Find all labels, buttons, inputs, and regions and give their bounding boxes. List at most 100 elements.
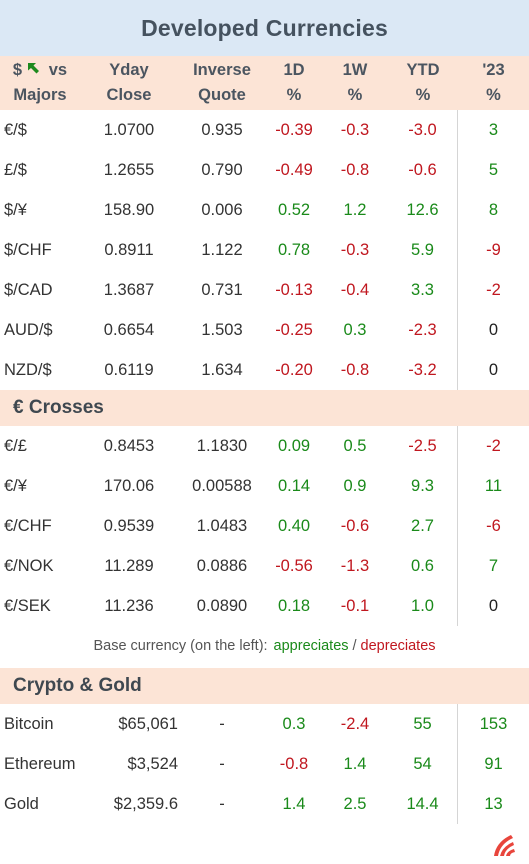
change-ytd-cell: 55: [388, 704, 458, 744]
table-row: €/¥ 170.06 0.00588 0.14 0.9 9.3 11: [0, 466, 529, 506]
change-1w-cell: -2.4: [340, 714, 370, 733]
change-ytd-cell: -0.6: [388, 150, 458, 190]
table-row: Ethereum $3,524 - -0.8 1.4 54 91: [0, 744, 529, 784]
col-inverse-header: Inverse Quote: [193, 61, 251, 104]
change-2023-cell: 8: [488, 200, 499, 219]
close-cell: 0.8453: [103, 436, 155, 455]
inverse-cell: 1.634: [201, 360, 243, 379]
change-1d-cell: 0.52: [277, 200, 311, 219]
inverse-cell: 0.790: [201, 160, 243, 179]
inverse-cell: -: [219, 754, 225, 773]
pair-cell: €/$: [4, 120, 27, 139]
pair-cell: $/CAD: [4, 280, 53, 299]
crosses-table: €/£ 0.8453 1.1830 0.09 0.5 -2.5 -2 €/¥ 170.06 0.0…: [0, 426, 529, 626]
table-row: Gold $2,359.6 - 1.4 2.5 14.4 13: [0, 784, 529, 824]
change-1d-cell: -0.49: [275, 160, 313, 179]
inverse-cell: 1.1830: [196, 436, 248, 455]
legend-separator: /: [352, 638, 357, 654]
change-1w-cell: -0.3: [340, 120, 370, 139]
col-1w-header: 1W%: [342, 61, 368, 104]
change-2023-cell: 153: [479, 714, 508, 733]
change-1w-cell: -0.4: [340, 280, 370, 299]
change-2023-cell: 5: [488, 160, 499, 179]
crosses-section-title: € Crosses: [0, 390, 529, 426]
pair-cell: Bitcoin: [4, 714, 54, 733]
change-1w-cell: 2.5: [343, 794, 367, 813]
pair-cell: Ethereum: [4, 754, 76, 773]
change-1w-cell: 0.9: [343, 476, 367, 495]
pair-cell: Gold: [4, 794, 39, 813]
pair-cell: €/CHF: [4, 516, 52, 535]
change-1w-cell: -1.3: [340, 556, 370, 575]
change-ytd-cell: 2.7: [388, 506, 458, 546]
close-cell: $65,061: [118, 714, 178, 733]
pair-cell: AUD/$: [4, 320, 53, 339]
inverse-cell: -: [219, 714, 225, 733]
inverse-cell: 1.0483: [196, 516, 248, 535]
change-1w-cell: -0.1: [340, 596, 370, 615]
change-ytd-cell: -2.5: [388, 426, 458, 466]
change-1d-cell: -0.25: [275, 320, 313, 339]
col-ytd-header: YTD%: [406, 61, 440, 104]
change-1d-cell: -0.56: [275, 556, 313, 575]
majors-table: €/$ 1.0700 0.935 -0.39 -0.3 -3.0 3 £/$ 1.2655 0.7…: [0, 110, 529, 390]
change-ytd-cell: 5.9: [388, 230, 458, 270]
close-cell: $2,359.6: [113, 794, 178, 813]
table-row: €/£ 0.8453 1.1830 0.09 0.5 -2.5 -2: [0, 426, 529, 466]
change-2023-cell: 91: [484, 754, 503, 773]
change-2023-cell: -2: [486, 436, 501, 455]
table-header: $ vs Majors Yday Close Inverse Quote 1D% 1…: [0, 56, 529, 110]
inverse-cell: -: [219, 794, 225, 813]
pair-cell: €/SEK: [4, 596, 51, 615]
change-ytd-cell: 14.4: [388, 784, 458, 824]
arrow-up-left-icon: [27, 62, 44, 79]
change-1d-cell: -0.8: [279, 754, 309, 773]
table-row: NZD/$ 0.6119 1.634 -0.20 -0.8 -3.2 0: [0, 350, 529, 390]
pair-cell: £/$: [4, 160, 27, 179]
change-1d-cell: 0.18: [277, 596, 311, 615]
change-1w-cell: 1.4: [343, 754, 367, 773]
pair-cell: €/£: [4, 436, 27, 455]
close-cell: 0.6654: [103, 320, 155, 339]
inverse-cell: 0.006: [201, 200, 243, 219]
table-row: $/CHF 0.8911 1.122 0.78 -0.3 5.9 -9: [0, 230, 529, 270]
close-cell: 11.236: [104, 596, 154, 615]
close-cell: 170.06: [103, 476, 155, 495]
change-ytd-cell: -3.2: [388, 350, 458, 390]
inverse-cell: 0.0886: [196, 556, 248, 575]
change-2023-cell: 0: [488, 360, 499, 379]
pair-cell: €/NOK: [4, 556, 54, 575]
change-2023-cell: 13: [484, 794, 503, 813]
change-1d-cell: 1.4: [282, 794, 306, 813]
inverse-cell: 0.0890: [196, 596, 248, 615]
pair-cell: NZD/$: [4, 360, 52, 379]
close-cell: 158.90: [103, 200, 155, 219]
table-row: $/CAD 1.3687 0.731 -0.13 -0.4 3.3 -2: [0, 270, 529, 310]
inverse-cell: 0.731: [201, 280, 243, 299]
legend-appreciates: appreciates: [273, 638, 349, 654]
legend-note: Base currency (on the left): appreciates…: [0, 626, 529, 666]
col-close-header: Yday Close: [106, 61, 152, 104]
change-1d-cell: 0.78: [277, 240, 311, 259]
close-cell: 0.6119: [104, 360, 154, 379]
pair-cell: €/¥: [4, 476, 27, 495]
change-ytd-cell: 3.3: [388, 270, 458, 310]
change-1d-cell: -0.39: [275, 120, 313, 139]
brand-logo-icon: [494, 835, 515, 856]
col-2023-header: '23%: [482, 61, 505, 104]
change-1w-cell: -0.8: [340, 360, 370, 379]
change-1d-cell: 0.3: [282, 714, 306, 733]
close-cell: 1.2655: [103, 160, 155, 179]
table-row: €/$ 1.0700 0.935 -0.39 -0.3 -3.0 3: [0, 110, 529, 150]
pair-cell: $/CHF: [4, 240, 52, 259]
change-1w-cell: -0.3: [340, 240, 370, 259]
close-cell: $3,524: [127, 754, 178, 773]
change-2023-cell: 3: [488, 120, 499, 139]
close-cell: 1.0700: [103, 120, 155, 139]
change-1w-cell: -0.8: [340, 160, 370, 179]
close-cell: 11.289: [104, 556, 154, 575]
change-ytd-cell: -2.3: [388, 310, 458, 350]
change-ytd-cell: 54: [388, 744, 458, 784]
change-1d-cell: -0.13: [275, 280, 313, 299]
inverse-cell: 0.00588: [192, 476, 252, 495]
